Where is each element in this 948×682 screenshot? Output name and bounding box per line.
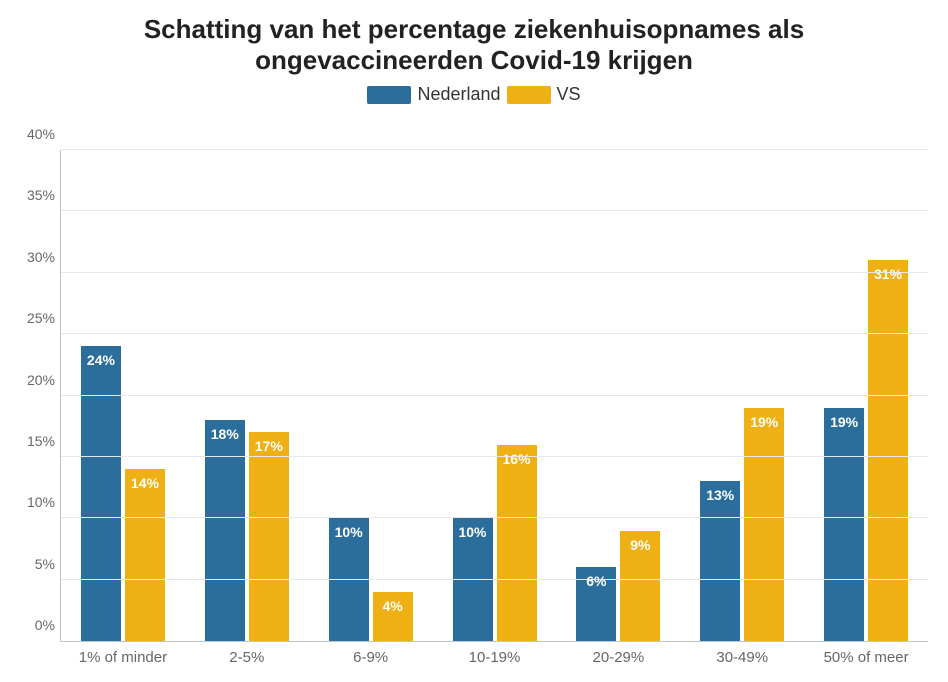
bar-value-label: 4%: [373, 598, 413, 614]
x-category-label: 6-9%: [309, 641, 433, 666]
bar-group: 10%4%6-9%: [309, 150, 433, 641]
bar-value-label: 16%: [497, 451, 537, 467]
gridline: [61, 210, 928, 211]
bar: 31%: [868, 260, 908, 641]
gridline: [61, 272, 928, 273]
bar-value-label: 17%: [249, 438, 289, 454]
bar-value-label: 6%: [576, 573, 616, 589]
bar: 19%: [744, 408, 784, 641]
x-category-label: 2-5%: [185, 641, 309, 666]
y-tick-label: 5%: [11, 556, 55, 572]
bar: 9%: [620, 531, 660, 641]
gridline: [61, 456, 928, 457]
bar-value-label: 31%: [868, 266, 908, 282]
bar-group: 13%19%30-49%: [680, 150, 804, 641]
bar: 13%: [700, 481, 740, 641]
plot-area: 24%14%1% of minder18%17%2-5%10%4%6-9%10%…: [60, 150, 928, 642]
bar-value-label: 24%: [81, 352, 121, 368]
bar-value-label: 18%: [205, 426, 245, 442]
legend-label-vs: VS: [557, 84, 581, 105]
x-category-label: 10-19%: [433, 641, 557, 666]
gridline: [61, 395, 928, 396]
bar: 24%: [81, 346, 121, 641]
legend-item-vs: VS: [507, 84, 581, 105]
legend-swatch-vs: [507, 86, 551, 104]
bar-group: 6%9%20-29%: [556, 150, 680, 641]
y-tick-label: 35%: [11, 187, 55, 203]
bar-value-label: 19%: [744, 414, 784, 430]
y-tick-label: 20%: [11, 372, 55, 388]
y-tick-label: 40%: [11, 126, 55, 142]
gridline: [61, 333, 928, 334]
bar-value-label: 13%: [700, 487, 740, 503]
bar: 10%: [453, 518, 493, 641]
bar-group: 18%17%2-5%: [185, 150, 309, 641]
bar: 4%: [373, 592, 413, 641]
gridline: [61, 517, 928, 518]
gridline: [61, 149, 928, 150]
legend-swatch-nederland: [367, 86, 411, 104]
bar-group: 19%31%50% of meer: [804, 150, 928, 641]
bar-value-label: 10%: [453, 524, 493, 540]
x-category-label: 30-49%: [680, 641, 804, 666]
gridline: [61, 579, 928, 580]
x-category-label: 1% of minder: [61, 641, 185, 666]
y-tick-label: 30%: [11, 249, 55, 265]
bar: 19%: [824, 408, 864, 641]
bar-value-label: 9%: [620, 537, 660, 553]
y-tick-label: 0%: [11, 617, 55, 633]
bar: 10%: [329, 518, 369, 641]
bar: 14%: [125, 469, 165, 641]
legend-item-nederland: Nederland: [367, 84, 500, 105]
chart-title-line2: ongevaccineerden Covid-19 krijgen: [40, 45, 908, 76]
bar-group: 10%16%10-19%: [433, 150, 557, 641]
y-tick-label: 15%: [11, 433, 55, 449]
legend-label-nederland: Nederland: [417, 84, 500, 105]
bar: 16%: [497, 445, 537, 641]
bar: 17%: [249, 432, 289, 641]
legend: Nederland VS: [0, 84, 948, 105]
bar-value-label: 19%: [824, 414, 864, 430]
chart-title-line1: Schatting van het percentage ziekenhuiso…: [40, 14, 908, 45]
chart-container: Schatting van het percentage ziekenhuiso…: [0, 0, 948, 682]
x-category-label: 50% of meer: [804, 641, 928, 666]
x-category-label: 20-29%: [556, 641, 680, 666]
bar-value-label: 10%: [329, 524, 369, 540]
bar-group: 24%14%1% of minder: [61, 150, 185, 641]
bar-groups: 24%14%1% of minder18%17%2-5%10%4%6-9%10%…: [61, 150, 928, 641]
bar: 18%: [205, 420, 245, 641]
chart-title: Schatting van het percentage ziekenhuiso…: [0, 0, 948, 80]
bar-value-label: 14%: [125, 475, 165, 491]
y-tick-label: 10%: [11, 494, 55, 510]
y-tick-label: 25%: [11, 310, 55, 326]
